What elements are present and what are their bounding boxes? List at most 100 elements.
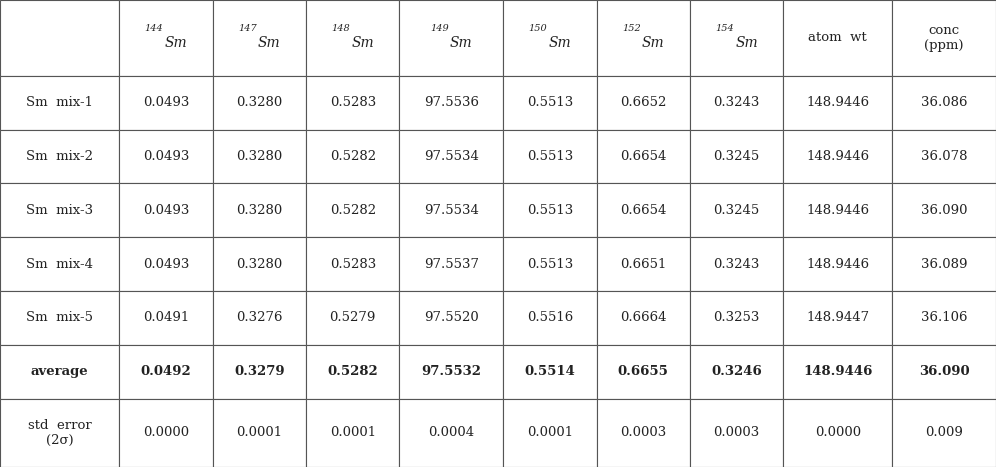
Bar: [690, 398, 783, 467]
Bar: [399, 129, 503, 184]
Text: 0.3276: 0.3276: [236, 311, 283, 325]
Bar: [690, 345, 783, 398]
Bar: [306, 237, 399, 291]
Text: 0.0004: 0.0004: [428, 426, 474, 439]
Bar: [0, 345, 120, 398]
Text: 0.5283: 0.5283: [330, 96, 375, 109]
Bar: [783, 76, 892, 129]
Text: Sm  mix-5: Sm mix-5: [26, 311, 94, 325]
Bar: [120, 76, 213, 129]
Bar: [0, 237, 120, 291]
Bar: [503, 129, 597, 184]
Text: 148: 148: [332, 24, 351, 33]
Text: 97.5534: 97.5534: [424, 150, 479, 163]
Text: Sm: Sm: [258, 35, 281, 50]
Bar: [120, 0, 213, 76]
Bar: [503, 237, 597, 291]
Bar: [503, 345, 597, 398]
Bar: [306, 184, 399, 237]
Bar: [306, 129, 399, 184]
Bar: [120, 129, 213, 184]
Bar: [0, 291, 120, 345]
Text: average: average: [31, 365, 89, 378]
Text: 36.086: 36.086: [921, 96, 967, 109]
Text: 0.6652: 0.6652: [621, 96, 666, 109]
Text: 154: 154: [715, 24, 734, 33]
Bar: [306, 0, 399, 76]
Bar: [892, 291, 996, 345]
Bar: [0, 184, 120, 237]
Bar: [892, 76, 996, 129]
Bar: [597, 345, 690, 398]
Bar: [892, 0, 996, 76]
Bar: [892, 398, 996, 467]
Text: Sm: Sm: [352, 35, 374, 50]
Text: 0.0493: 0.0493: [142, 96, 189, 109]
Bar: [213, 291, 306, 345]
Text: 0.3245: 0.3245: [713, 204, 760, 217]
Bar: [503, 398, 597, 467]
Text: 0.3279: 0.3279: [234, 365, 285, 378]
Text: 36.078: 36.078: [921, 150, 967, 163]
Text: 0.3280: 0.3280: [236, 204, 283, 217]
Bar: [503, 0, 597, 76]
Text: 0.3280: 0.3280: [236, 150, 283, 163]
Text: 0.5516: 0.5516: [527, 311, 573, 325]
Text: 152: 152: [622, 24, 640, 33]
Bar: [783, 237, 892, 291]
Bar: [690, 184, 783, 237]
Text: 36.106: 36.106: [921, 311, 967, 325]
Bar: [783, 129, 892, 184]
Text: 0.6654: 0.6654: [621, 150, 666, 163]
Bar: [892, 237, 996, 291]
Bar: [306, 291, 399, 345]
Text: 147: 147: [238, 24, 257, 33]
Bar: [783, 345, 892, 398]
Bar: [213, 0, 306, 76]
Text: 149: 149: [430, 24, 449, 33]
Text: 148.9446: 148.9446: [806, 150, 870, 163]
Bar: [783, 0, 892, 76]
Text: Sm: Sm: [549, 35, 571, 50]
Text: std  error
(2σ): std error (2σ): [28, 419, 92, 447]
Text: 148.9447: 148.9447: [806, 311, 870, 325]
Text: 0.0491: 0.0491: [142, 311, 189, 325]
Text: 36.090: 36.090: [919, 365, 969, 378]
Bar: [783, 398, 892, 467]
Text: Sm  mix-2: Sm mix-2: [26, 150, 94, 163]
Bar: [213, 184, 306, 237]
Text: 0.009: 0.009: [925, 426, 963, 439]
Bar: [597, 0, 690, 76]
Text: 0.0493: 0.0493: [142, 150, 189, 163]
Text: 0.5283: 0.5283: [330, 258, 375, 270]
Text: 148.9446: 148.9446: [803, 365, 872, 378]
Bar: [0, 129, 120, 184]
Text: 0.3246: 0.3246: [711, 365, 762, 378]
Text: 97.5536: 97.5536: [424, 96, 479, 109]
Text: 0.3280: 0.3280: [236, 96, 283, 109]
Text: 0.6664: 0.6664: [620, 311, 666, 325]
Text: 0.0493: 0.0493: [142, 258, 189, 270]
Bar: [120, 291, 213, 345]
Text: 0.6655: 0.6655: [618, 365, 668, 378]
Bar: [892, 129, 996, 184]
Text: 0.3243: 0.3243: [713, 258, 760, 270]
Bar: [503, 76, 597, 129]
Text: 0.0001: 0.0001: [330, 426, 375, 439]
Text: conc
(ppm): conc (ppm): [924, 24, 964, 52]
Text: 0.6654: 0.6654: [621, 204, 666, 217]
Text: 0.5282: 0.5282: [328, 365, 378, 378]
Text: 0.5513: 0.5513: [527, 258, 573, 270]
Text: 148.9446: 148.9446: [806, 204, 870, 217]
Text: 0.5513: 0.5513: [527, 96, 573, 109]
Bar: [690, 291, 783, 345]
Text: 0.0492: 0.0492: [140, 365, 191, 378]
Text: 0.0001: 0.0001: [236, 426, 283, 439]
Bar: [399, 0, 503, 76]
Bar: [213, 237, 306, 291]
Text: 97.5520: 97.5520: [424, 311, 479, 325]
Text: 144: 144: [144, 24, 163, 33]
Bar: [120, 398, 213, 467]
Text: Sm: Sm: [641, 35, 664, 50]
Text: Sm: Sm: [450, 35, 472, 50]
